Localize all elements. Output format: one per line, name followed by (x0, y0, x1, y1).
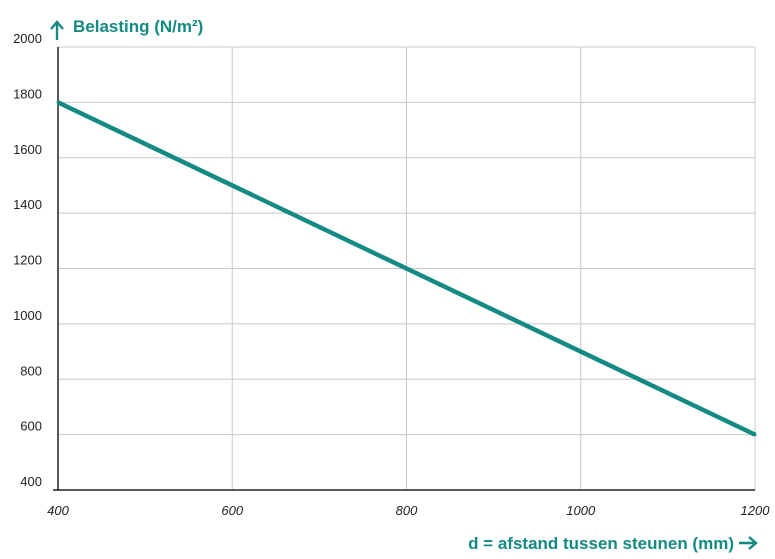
y-tick-label: 1400 (13, 197, 42, 212)
y-tick-label: 1200 (13, 253, 42, 268)
x-axis-title: d = afstand tussen steunen (mm) (468, 534, 758, 553)
y-tick-label: 800 (20, 363, 42, 378)
arrow-right-icon (739, 536, 758, 550)
x-tick-labels: 400 600 800 1000 1200 (47, 503, 770, 518)
x-tick-label: 1000 (566, 503, 596, 518)
series (56, 100, 757, 437)
y-tick-label: 1800 (13, 86, 42, 101)
data-point (579, 350, 583, 354)
x-tick-label: 600 (221, 503, 243, 518)
y-tick-label: 2000 (13, 31, 42, 46)
y-tick-labels: 400 600 800 1000 1200 1400 1600 1800 2000 (13, 31, 42, 489)
x-tick-label: 400 (47, 503, 69, 518)
x-tick-label: 800 (396, 503, 418, 518)
y-tick-label: 600 (20, 419, 42, 434)
y-tick-label: 400 (20, 474, 42, 489)
data-point (230, 183, 234, 187)
data-point (753, 433, 757, 437)
x-axis-label: d = afstand tussen steunen (mm) (468, 534, 734, 553)
y-axis-title: Belasting (N/m²) (50, 17, 203, 40)
data-point (56, 100, 60, 104)
data-point (405, 267, 408, 270)
y-axis-label: Belasting (N/m²) (73, 17, 203, 36)
axes (53, 47, 755, 491)
y-tick-label: 1000 (13, 308, 42, 323)
y-tick-label: 1600 (13, 142, 42, 157)
x-tick-label: 1200 (741, 503, 771, 518)
arrow-up-icon (50, 20, 64, 40)
